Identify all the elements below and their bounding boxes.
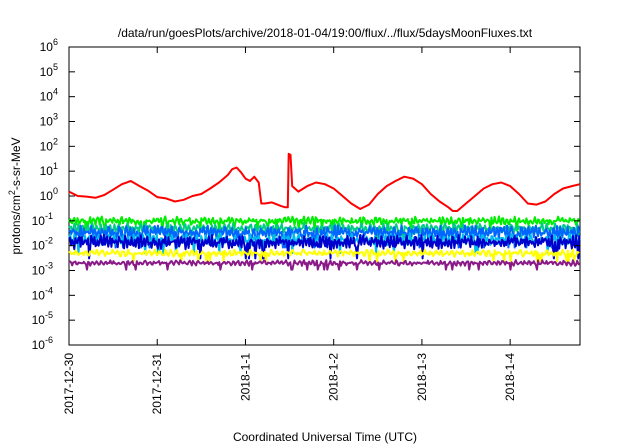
x-tick-label: 2018-1-4	[503, 353, 517, 401]
y-tick-label: 104	[40, 87, 58, 104]
y-tick-label: 102	[40, 136, 58, 153]
y-axis: 10-6 10-5 10-4 10-3 10-2 10-1 100 101 102 103 104 1…	[32, 37, 580, 352]
y-tick-label: 10-4	[32, 285, 53, 302]
y-tick-label: 103	[40, 112, 58, 129]
y-tick-label: 10-6	[32, 335, 53, 352]
y-axis-label: protons/cm2-s-sr-MeV	[7, 137, 23, 254]
series-line-6	[68, 233, 581, 260]
x-tick-label: 2018-1-1	[238, 353, 252, 401]
x-tick-label: 2018-1-2	[327, 353, 341, 401]
y-tick-label: 10-3	[32, 261, 53, 278]
y-axis-label-sup: 2	[7, 190, 17, 195]
y-tick-label: 10-5	[32, 310, 53, 327]
y-tick-label: 10-1	[32, 211, 53, 228]
x-axis-label: Coordinated Universal Time (UTC)	[233, 430, 417, 444]
series-layer	[68, 152, 581, 271]
series-line-2	[68, 215, 581, 232]
x-axis: 2017-12-30 2017-12-31 2018-1-1 2018-1-2 2018…	[62, 47, 517, 414]
x-tick-label: 2017-12-30	[62, 353, 76, 415]
series-line-4	[68, 224, 581, 249]
y-tick-label: 101	[40, 161, 58, 178]
x-tick-label: 2018-1-3	[415, 353, 429, 401]
series-line-1	[68, 152, 581, 212]
series-line-8	[68, 259, 581, 271]
y-axis-label-base: protons/cm	[9, 195, 23, 254]
series-line-7	[68, 248, 580, 263]
y-tick-label: 105	[40, 62, 58, 79]
y-tick-label: 100	[40, 186, 58, 203]
y-axis-label-rest: -s-sr-MeV	[9, 137, 23, 190]
x-tick-label: 2017-12-31	[150, 353, 164, 415]
y-tick-label: 10-2	[32, 236, 53, 253]
chart-title: /data/run/goesPlots/archive/2018-01-04/1…	[118, 26, 533, 40]
y-tick-label: 106	[40, 37, 58, 54]
plot-frame	[68, 46, 581, 346]
